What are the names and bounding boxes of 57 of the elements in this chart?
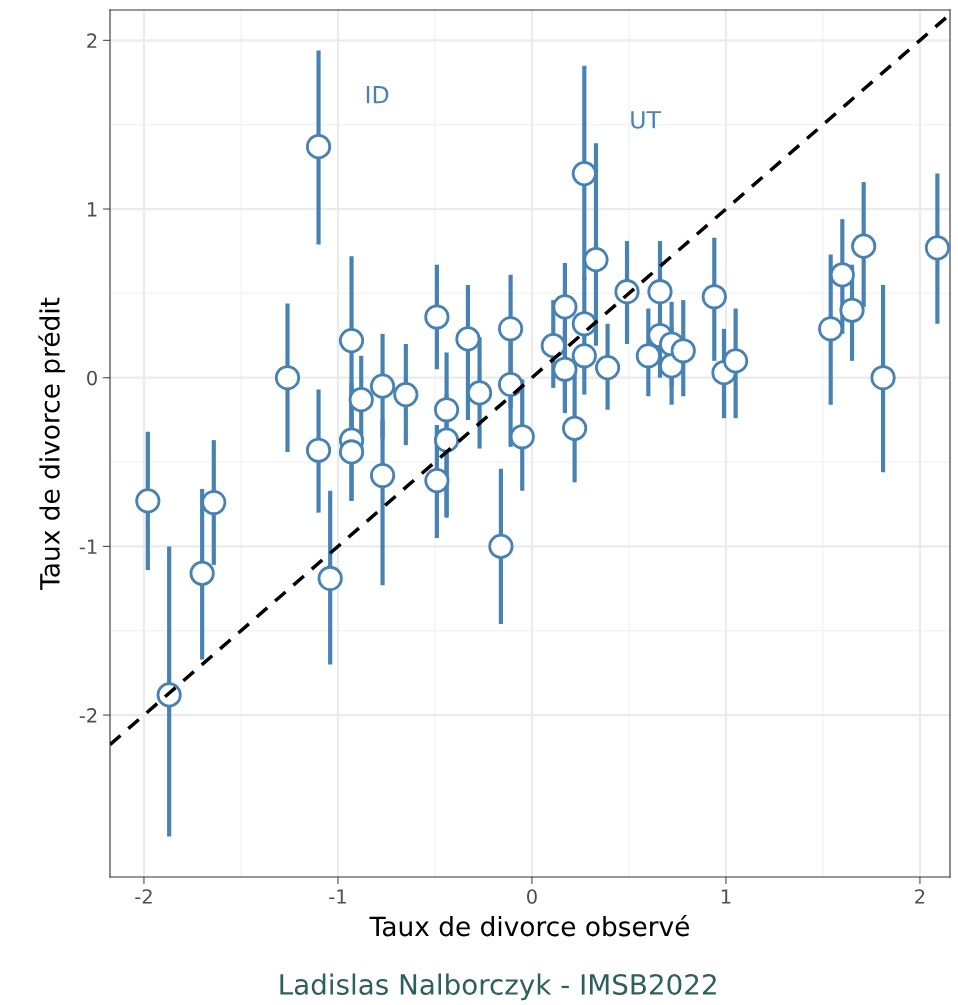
point: [552, 356, 578, 382]
point: [317, 565, 343, 592]
point: [274, 365, 301, 391]
point: [201, 489, 227, 516]
point: [455, 326, 481, 352]
point: [369, 373, 396, 399]
point: [424, 304, 450, 330]
point: [571, 343, 597, 369]
point: [647, 279, 673, 305]
x-tick-label: -2: [135, 889, 152, 904]
point: [670, 338, 696, 364]
x-tick-label: 2: [915, 889, 925, 904]
point: [393, 382, 419, 408]
point: [433, 427, 460, 453]
annotation: ID: [366, 86, 389, 104]
point: [338, 439, 365, 465]
annotation: UT: [631, 111, 661, 129]
point: [433, 397, 460, 423]
y-tick-label: -1: [79, 539, 97, 554]
y-tick-label: -2: [79, 708, 97, 723]
y-tick-label: 2: [87, 33, 97, 48]
y-axis-title: Taux de divorce prédit: [38, 297, 65, 591]
point: [924, 235, 950, 261]
point: [189, 560, 215, 586]
point: [498, 316, 524, 342]
point: [829, 262, 855, 288]
point: [595, 355, 621, 381]
point: [723, 348, 749, 374]
point: [839, 297, 865, 323]
point: [466, 380, 493, 406]
point: [498, 371, 524, 398]
x-tick-label: 1: [721, 889, 731, 904]
point: [851, 233, 877, 259]
point: [509, 424, 535, 450]
point: [540, 333, 566, 359]
point: [635, 343, 661, 369]
point: [701, 284, 727, 310]
point: [870, 365, 896, 391]
point: [348, 387, 374, 413]
point: [562, 415, 588, 441]
y-tick-label: 0: [87, 370, 97, 386]
x-tick-label: -1: [329, 889, 346, 904]
point: [369, 462, 396, 489]
point: [305, 437, 332, 463]
point: [424, 468, 450, 494]
point: [818, 316, 844, 342]
x-axis-title: Taux de divorce observé: [369, 914, 690, 937]
point: [338, 328, 365, 354]
x-tick-label: 0: [527, 889, 537, 904]
point: [571, 161, 597, 187]
y-tick-label: 1: [87, 202, 97, 217]
point: [135, 488, 161, 514]
text: Ladislas Nalborczyk - IMSB2022: [280, 973, 716, 1001]
point: [305, 134, 332, 160]
point: [583, 247, 609, 273]
point: [552, 294, 578, 320]
point: [488, 533, 514, 559]
